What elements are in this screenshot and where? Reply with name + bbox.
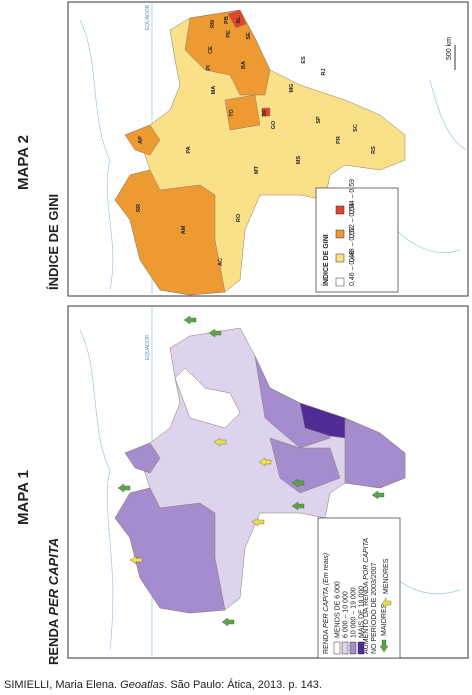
legend-swatch (333, 641, 341, 655)
legend-swatch (341, 641, 349, 655)
legend-label: MENOS DE 6 000 (335, 581, 342, 638)
source-part: Geoatlas (120, 679, 165, 691)
arrow-icon (213, 437, 227, 447)
legend-label: MAIORES (381, 603, 388, 636)
arrow-icon (291, 478, 305, 488)
arrow-icon (208, 328, 222, 338)
legend-label: 0,54 – 0,59 (349, 179, 356, 214)
arrow-icon (183, 315, 197, 325)
title-part: POR CAPITA (363, 538, 370, 580)
state-label: AM (181, 225, 187, 234)
title-part: (Em reais) (323, 553, 330, 587)
state-label: RR (136, 204, 142, 212)
legend-swatch (349, 641, 357, 655)
state-label: ES (301, 56, 307, 64)
source: SIMIELLI, Maria Elena. Geoatlas. São Pau… (4, 678, 322, 691)
legend-swatch (335, 253, 345, 263)
state-label: AC (218, 258, 224, 266)
state-label: AL (236, 16, 242, 24)
map-1 (114, 315, 406, 627)
map-heading: MAPA 2 (15, 135, 32, 190)
state-label: GO (271, 120, 277, 129)
legend-label: 0,52 – 0,54 (349, 203, 356, 238)
region (261, 107, 271, 117)
region (344, 417, 406, 489)
arrow-icon (129, 555, 143, 565)
legend-subtitle: AUMENTO DA RENDA POR CAPITA (363, 538, 370, 654)
subject-part: RENDA (46, 616, 61, 665)
title-part: RENDA (323, 628, 330, 654)
legend: RENDA PER CAPITA (Em reais) AUMENTO DA R… (317, 517, 401, 659)
state-label: RO (236, 213, 242, 222)
arrow-icon (379, 639, 389, 653)
legend-swatch (357, 641, 365, 655)
arrow-icon (117, 483, 131, 493)
state-label: MT (254, 165, 260, 174)
map-subject: RENDA PER CAPITA (46, 538, 61, 665)
legend-title: RENDA PER CAPITA (Em reais) (323, 553, 330, 654)
arrow-icon (371, 490, 385, 500)
state-label: PA (186, 146, 192, 153)
legend-label: 10 000 – 19 000 (351, 587, 358, 638)
arrow-icon (291, 501, 305, 511)
state-label: BA (241, 61, 247, 69)
legend-box (317, 517, 401, 659)
state-label: SC (353, 124, 359, 132)
region (224, 94, 261, 131)
equator-label: EQUADOR (145, 4, 151, 30)
state-label: DF (262, 109, 268, 117)
map-subject: ÍNDICE DE GINI (46, 194, 61, 290)
title-part: AUMENTO DA RENDA (363, 580, 370, 654)
state-label: MS (296, 156, 302, 165)
legend: ÍNDICE DE GINI 0,46 – 0,480,48 – 0,520,5… (315, 179, 399, 293)
legend-swatch (335, 229, 345, 239)
arrow-icon (258, 457, 272, 467)
legend-title: ÍNDICE DE GINI (321, 234, 330, 286)
arrow-icon (251, 517, 265, 527)
scale-label: 500 km (446, 37, 453, 60)
state-label: MG (289, 84, 295, 93)
region (184, 9, 271, 96)
state-label: PI (206, 65, 212, 71)
region (174, 367, 241, 429)
source-part: . São Paulo: Ática, 2013. p. 143. (164, 678, 322, 691)
legend-label: 6 000 – 10 000 (343, 591, 350, 638)
arrow-icon (381, 597, 392, 609)
region (114, 169, 226, 296)
legend-swatch (335, 277, 345, 287)
state-label: RS (371, 146, 377, 154)
state-label: PR (336, 136, 342, 144)
state-label: SE (246, 32, 252, 40)
region (114, 487, 226, 614)
region (124, 442, 161, 474)
region (299, 402, 346, 439)
state-label: AP (138, 136, 144, 144)
equator-label: EQUADOR (145, 334, 151, 360)
subject-part: PER CAPITA (46, 538, 61, 616)
state-label: MA (211, 86, 217, 95)
state-label: PE (226, 30, 232, 38)
state-label: TO (229, 109, 235, 117)
source-part: SIMIELLI, Maria Elena. (4, 679, 120, 691)
state-label: SP (316, 116, 322, 124)
legend-subtitle: NO PERÍODO DE 2003/2007 (369, 562, 378, 654)
state-label: RJ (321, 68, 327, 75)
state-label: CE (208, 46, 214, 54)
legend-label: MAIS DE 19 000 (359, 586, 366, 638)
map-heading: MAPA 1 (15, 470, 32, 525)
legend-label: 0,46 – 0,48 (349, 251, 356, 286)
arrow-icon (221, 617, 235, 627)
title-part: PER CAPITA (323, 587, 330, 628)
region (269, 437, 341, 494)
legend-label: MENORES (383, 558, 390, 594)
state-label: PB (224, 16, 230, 24)
legend-swatch (335, 205, 345, 215)
state-label: RN (210, 20, 216, 28)
region (227, 9, 247, 29)
legend-label: 0,48 – 0,52 (349, 227, 356, 262)
region (124, 124, 161, 156)
